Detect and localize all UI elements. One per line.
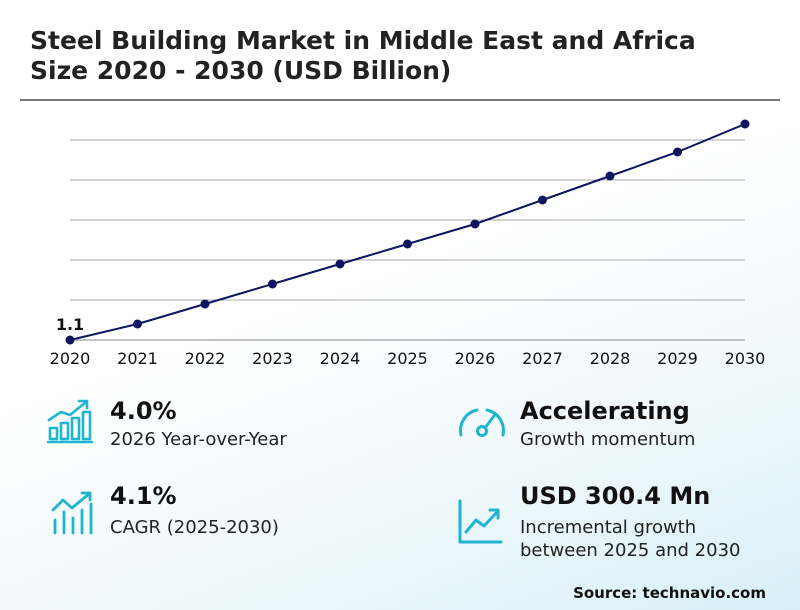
data-point (268, 279, 277, 289)
data-point (403, 239, 412, 249)
data-point (133, 319, 142, 329)
title-divider (20, 99, 780, 101)
line-chart-up-icon (458, 499, 503, 544)
x-tick-label: 2030 (725, 349, 766, 368)
stat-incremental-label-line1: Incremental growth (520, 517, 697, 538)
data-point (470, 219, 480, 229)
data-point (65, 335, 75, 345)
series-line (69, 123, 746, 341)
stat-cagr-value: 4.1% (110, 482, 177, 510)
stat-incremental-label-line2: between 2025 and 2030 (520, 540, 741, 561)
chart-labels: 2020 2021 2022 2023 2024 2025 2026 2027 2028 2029… (50, 315, 766, 368)
line-chart: 2020 2021 2022 2023 2024 2025 2026 2027 2028 2029… (50, 119, 766, 368)
data-point (538, 195, 547, 205)
x-tick-label: 2023 (252, 349, 293, 368)
x-tick-label: 2026 (455, 349, 496, 368)
bar-chart-growth-icon (46, 399, 94, 444)
chart-series (65, 119, 750, 345)
data-label: 1.1 (56, 315, 84, 334)
x-tick-label: 2024 (320, 349, 361, 368)
stat-yoy-value: 4.0% (110, 397, 177, 425)
source-credit: Source: technavio.com (573, 584, 766, 602)
x-tick-label: 2027 (522, 349, 563, 368)
speedometer-icon (459, 408, 505, 437)
stat-yoy-label: 2026 Year-over-Year (110, 429, 287, 450)
x-tick-label: 2028 (590, 349, 631, 368)
trend-up-bars-icon (51, 491, 93, 535)
x-tick-label: 2029 (657, 349, 698, 368)
data-point (200, 299, 210, 309)
chart-grid (70, 139, 745, 341)
x-tick-label: 2022 (185, 349, 226, 368)
stat-incremental-value: USD 300.4 Mn (520, 482, 711, 510)
data-point (740, 119, 750, 129)
data-point (673, 147, 682, 157)
stat-cagr-label: CAGR (2025-2030) (110, 517, 279, 538)
x-tick-label: 2025 (387, 349, 428, 368)
stat-momentum-value: Accelerating (520, 397, 690, 425)
x-tick-label: 2021 (117, 349, 158, 368)
stat-momentum-label: Growth momentum (520, 429, 696, 450)
chart-title: Steel Building Market in Middle East and… (30, 26, 696, 85)
data-point (605, 171, 615, 181)
data-point (335, 259, 345, 269)
x-tick-label: 2020 (50, 349, 91, 368)
